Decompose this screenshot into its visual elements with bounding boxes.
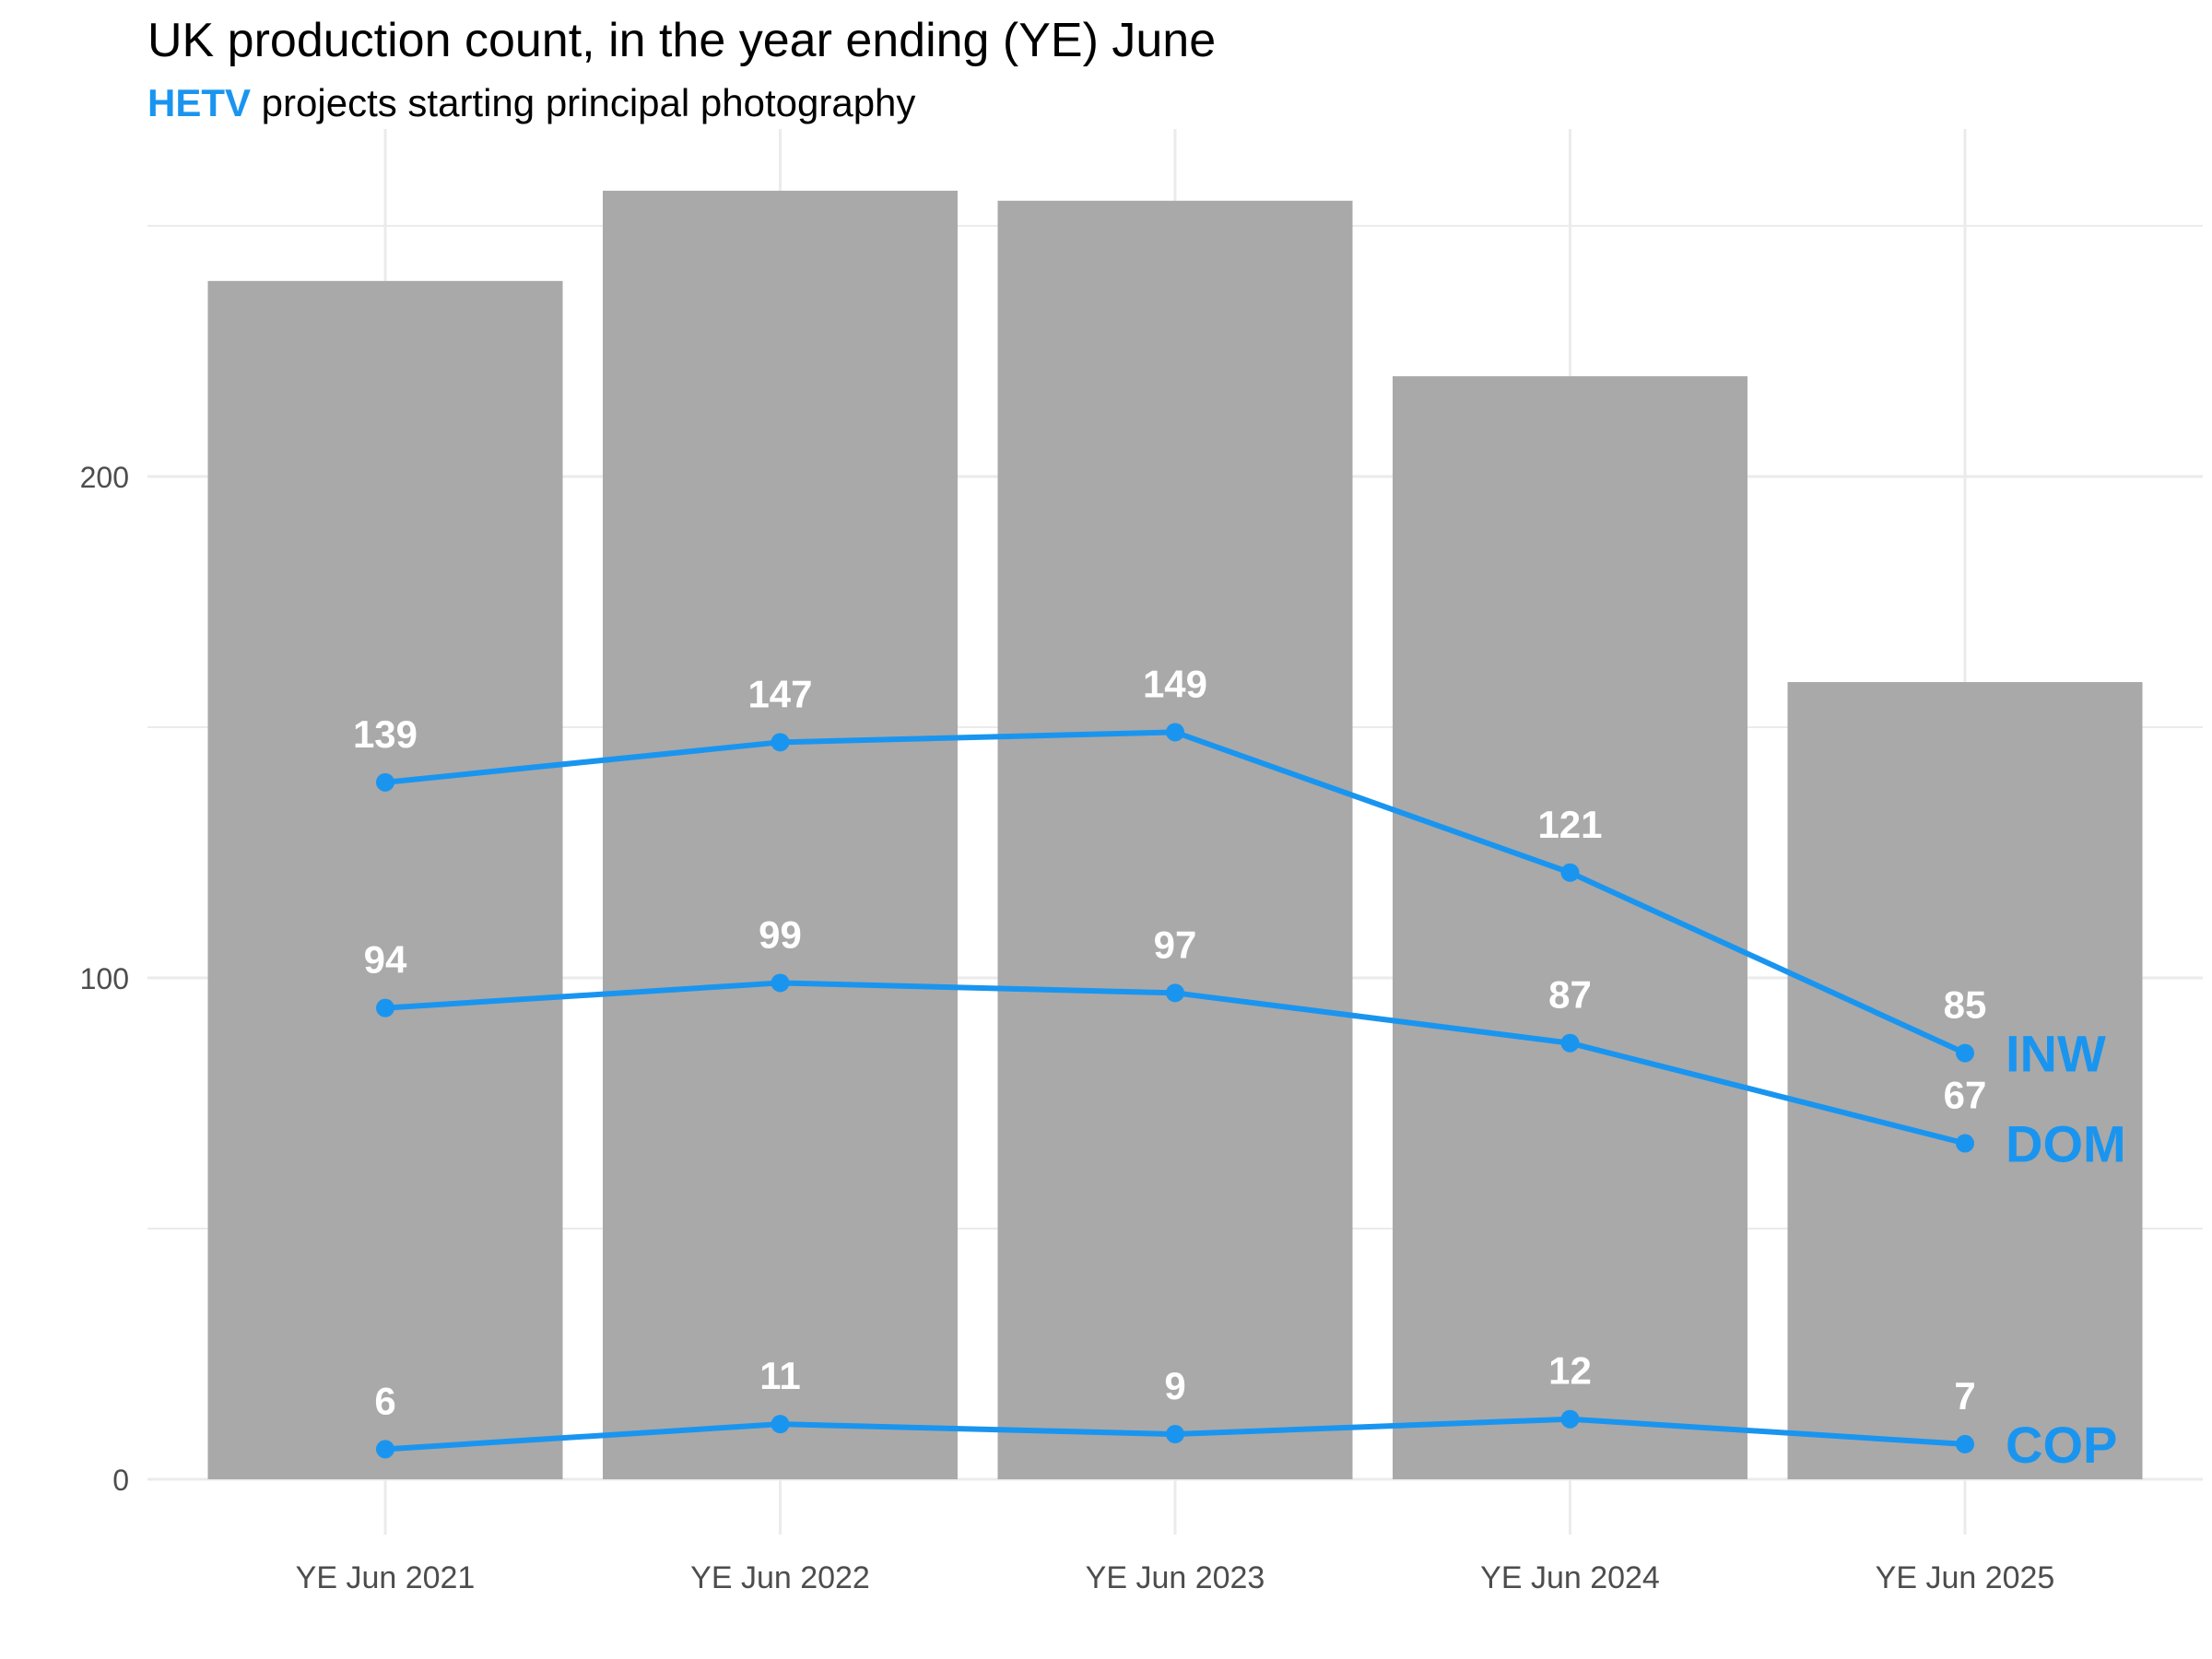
data-label: 6 [374,1379,395,1422]
data-label: 9 [1164,1364,1185,1407]
series-cop: 6 11 9 12 7 COP [374,1349,2117,1474]
series-point [1166,983,1184,1003]
data-label: 85 [1944,983,1987,1027]
series-label: DOM [2006,1115,2126,1173]
series-point [1560,863,1580,882]
series-point [1956,1134,1974,1153]
series-point [1956,1043,1974,1063]
series-point [1560,1409,1580,1429]
subtitle-rest: projects starting principal photography [251,81,916,124]
series-point [376,998,394,1018]
series-point [771,1415,790,1434]
bars [207,190,2143,1480]
data-label: 87 [1548,973,1592,1017]
bar [997,200,1353,1479]
series-point [1166,1425,1184,1444]
data-label: 149 [1143,662,1207,705]
chart-subtitle: HETV projects starting principal photogr… [147,81,915,125]
series-point [771,733,790,752]
series-point [1956,1434,1974,1453]
x-tick-label: YE Jun 2021 [296,1560,476,1595]
data-label: 7 [1954,1374,1975,1418]
series-label: COP [2006,1416,2117,1474]
x-tick-label: YE Jun 2024 [1480,1560,1660,1595]
chart-title: UK production count, in the year ending … [147,14,1217,67]
x-tick-label: YE Jun 2023 [1086,1560,1265,1595]
x-tick-label: YE Jun 2025 [1876,1560,2055,1595]
data-label: 97 [1154,923,1197,966]
series-point [376,1440,394,1459]
series-point [376,772,394,792]
data-label: 121 [1537,803,1602,846]
data-label: 139 [353,712,418,756]
series-point [771,973,790,993]
data-label: 94 [364,938,407,982]
data-label: 12 [1548,1349,1592,1393]
y-tick-label: 200 [80,461,129,494]
subtitle-highlight: HETV [147,81,252,124]
series-point [1166,723,1184,742]
series-point [1560,1033,1580,1053]
y-tick-label: 100 [80,962,129,995]
x-tick-label: YE Jun 2022 [690,1560,870,1595]
series-dom: 94 99 97 87 67 DOM [364,912,2126,1172]
bar [1787,682,2143,1479]
series-inw: 139 147 149 121 85 INW [353,662,2106,1082]
data-label: 67 [1944,1074,1987,1117]
data-label: 99 [759,912,802,956]
data-label: 147 [747,672,812,715]
data-label: 11 [759,1354,800,1397]
y-tick-label: 0 [112,1464,129,1497]
series-label: INW [2006,1025,2106,1083]
bar [207,280,563,1480]
bar [603,190,958,1479]
